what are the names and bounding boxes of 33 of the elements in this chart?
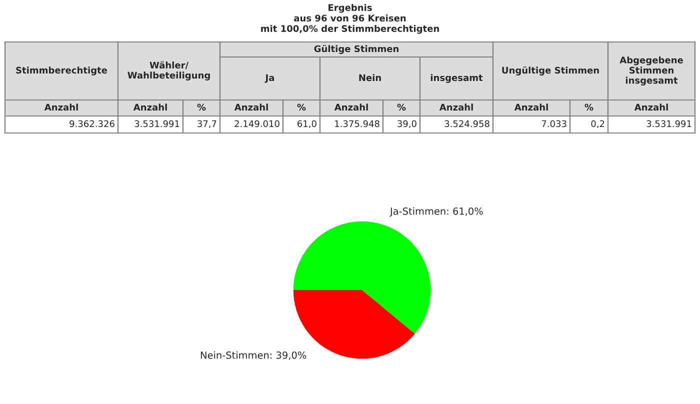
text: 39,0 <box>398 120 416 128</box>
text: Abgegebene Stimmen insgesamt <box>620 56 683 86</box>
text: 3.531.991 <box>134 120 180 128</box>
text: Anzahl <box>234 104 268 111</box>
text: Ungültige Stimmen <box>502 66 599 76</box>
text: 3.524.958 <box>444 120 490 128</box>
text: Stimmberechtigte <box>16 66 108 76</box>
slice-label: Ja-Stimmen: 61,0% <box>389 207 483 217</box>
chart-title: Ergebnis aus 96 von 96 Kreisen mit 100,0% der Stimmberechtigten <box>261 4 439 34</box>
text: % <box>397 104 406 111</box>
text: Anzahl <box>44 104 78 111</box>
text: Anzahl <box>514 104 548 111</box>
text: Nein <box>359 74 381 82</box>
text: insgesamt <box>430 74 483 83</box>
text: 9.362.326 <box>70 120 114 128</box>
text: 61,0 <box>298 120 316 128</box>
text: Anzahl <box>439 104 473 111</box>
text: Wähler/ Wahlbeteiligung <box>128 61 210 80</box>
text: 0,2 <box>591 120 604 128</box>
text: 7.033 <box>542 120 566 128</box>
text: % <box>197 104 206 111</box>
text: 37,7 <box>198 120 216 128</box>
slice-label: Nein-Stimmen: 39,0% <box>200 351 306 360</box>
text: 1.375.948 <box>335 120 380 128</box>
text: 3.531.991 <box>646 120 692 128</box>
text: Anzahl <box>634 104 668 111</box>
text: % <box>297 104 306 111</box>
text: Anzahl <box>133 104 167 111</box>
text: % <box>584 104 594 111</box>
text: 2.149.010 <box>234 120 280 128</box>
text: Ja <box>264 74 274 83</box>
text: Anzahl <box>334 104 368 111</box>
text: Gültige Stimmen <box>314 45 398 54</box>
